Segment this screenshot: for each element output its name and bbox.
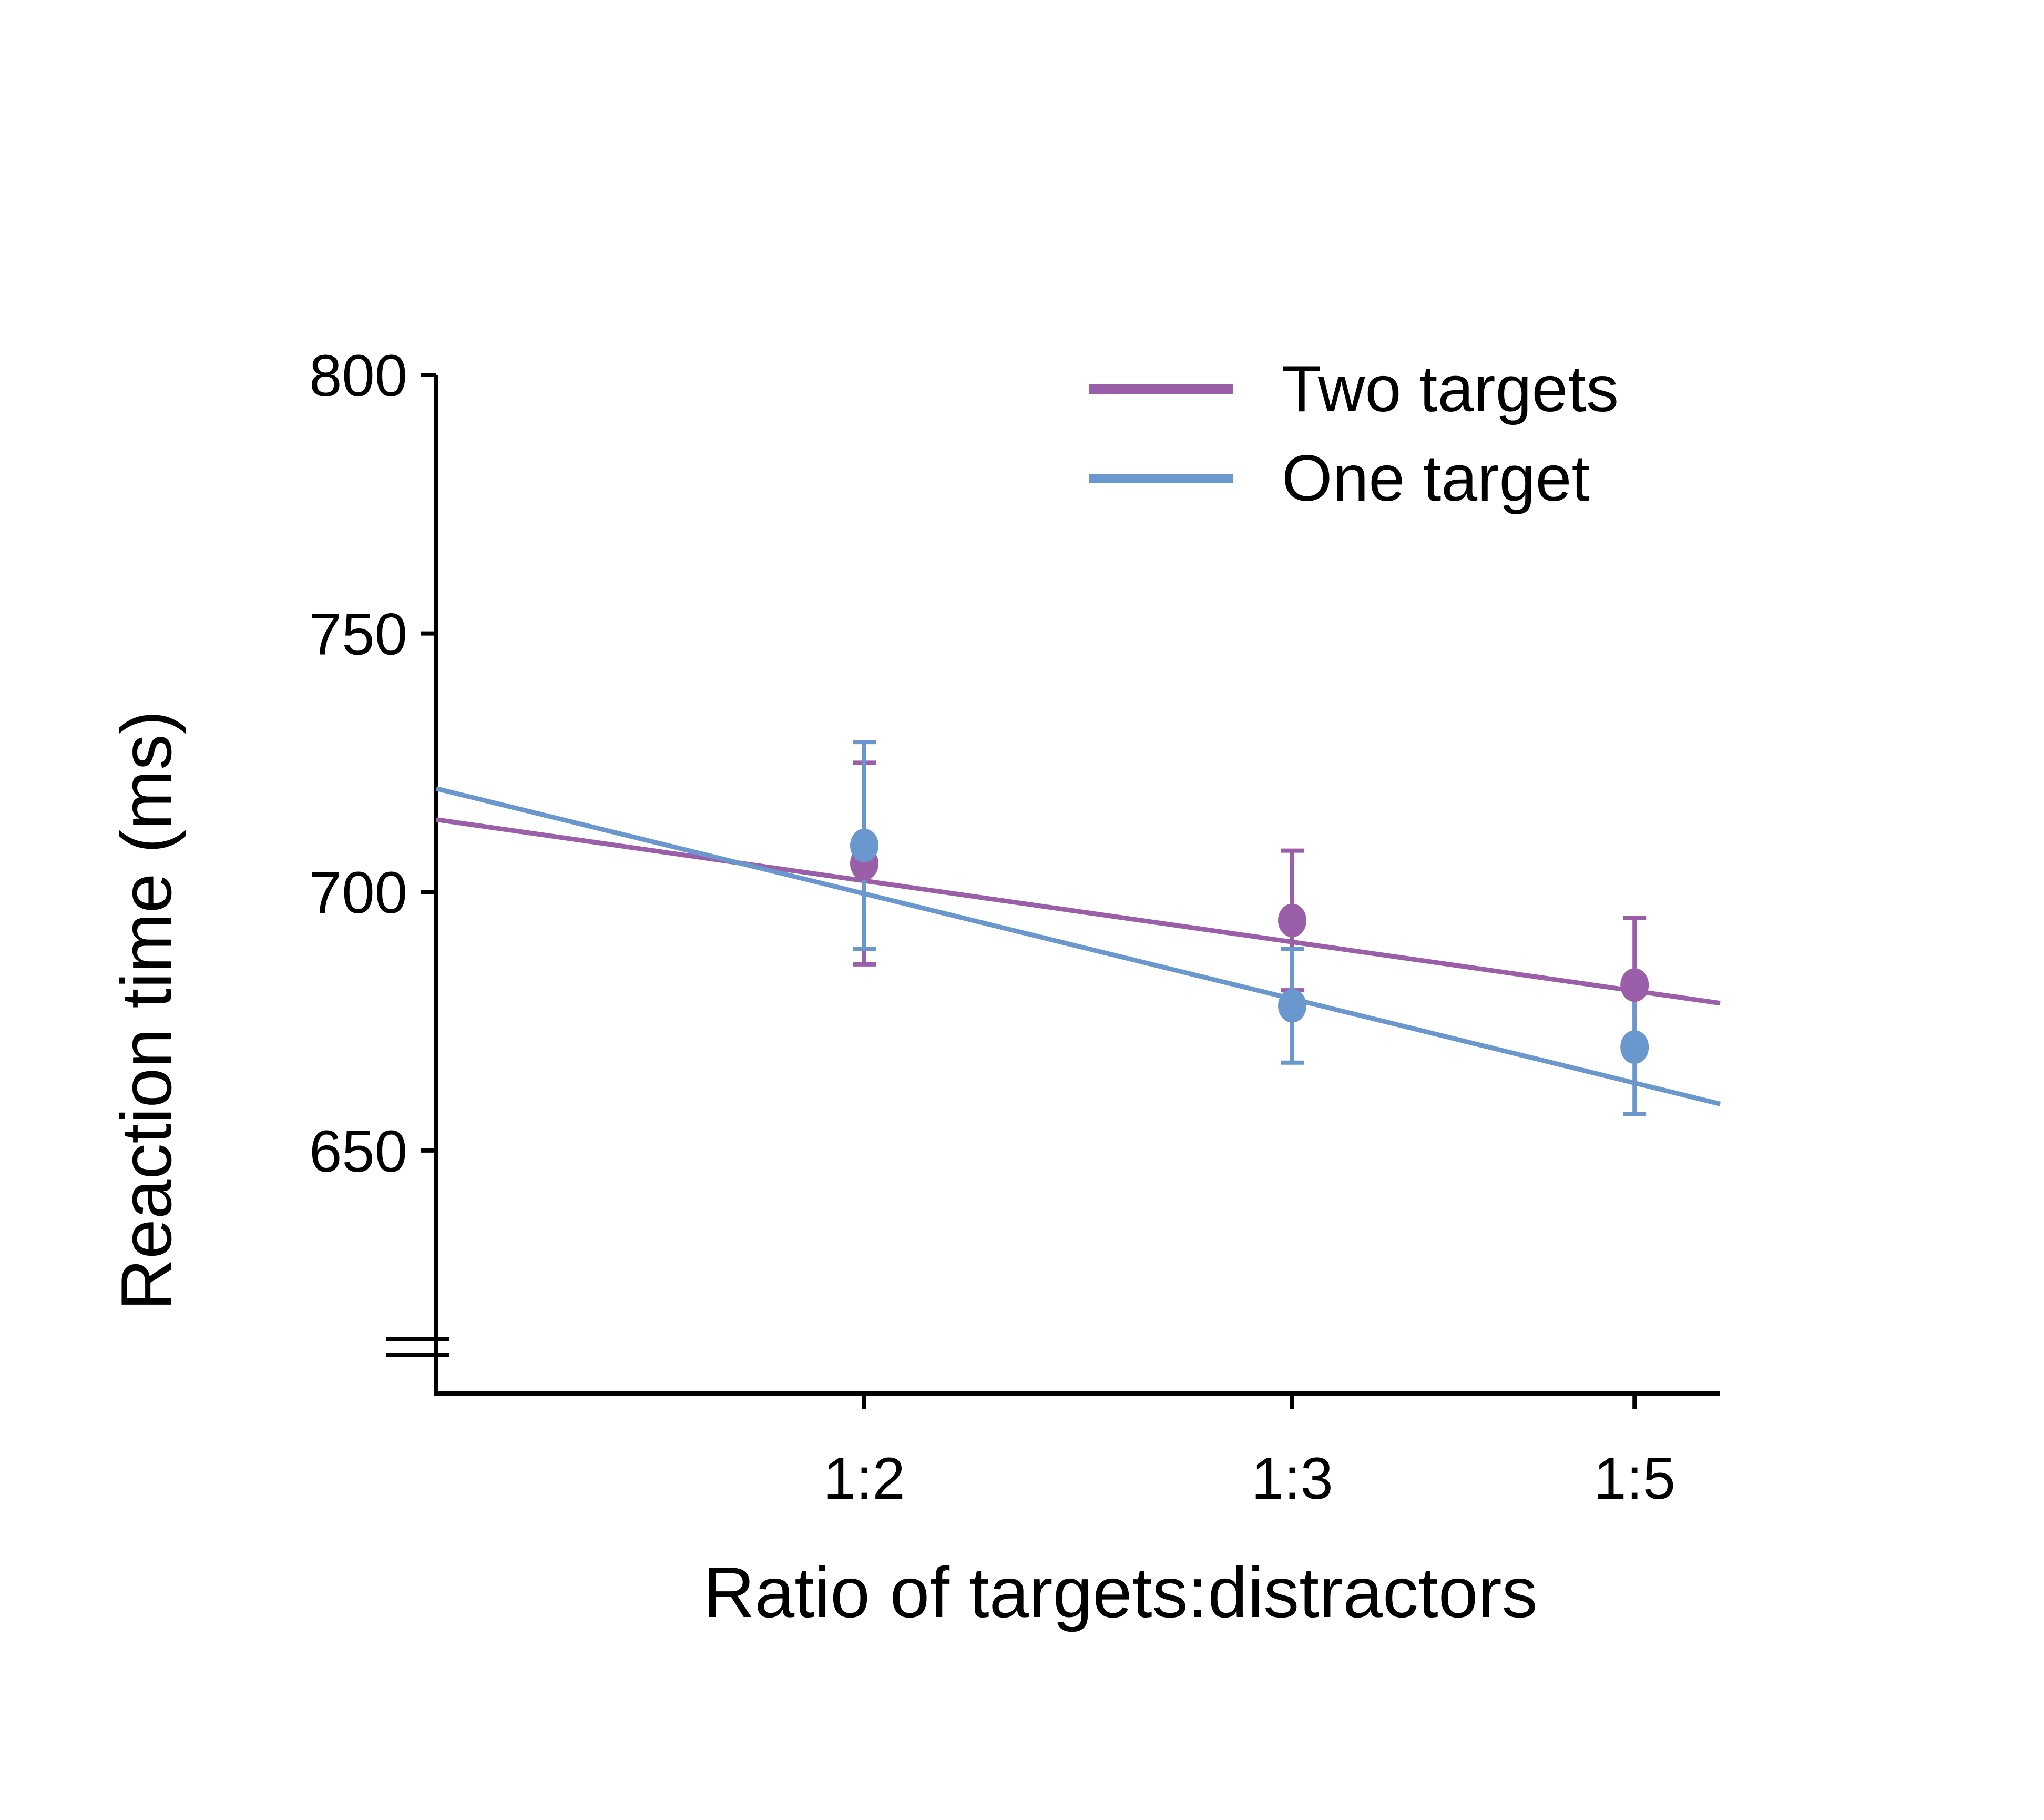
data-point <box>850 828 878 862</box>
legend: Two targets One target <box>1089 353 1619 515</box>
legend-label: One target <box>1282 442 1590 515</box>
x-tick-label: 1:3 <box>1251 1446 1333 1511</box>
fit-line <box>436 817 1721 1006</box>
fit-line <box>435 786 1721 1106</box>
x-tick-label: 1:5 <box>1593 1446 1675 1511</box>
data-point <box>1620 1030 1649 1064</box>
x-tick-label: 1:2 <box>823 1446 905 1511</box>
axes-group <box>386 375 1720 1396</box>
ticks-group: 650 700 750 800 1:2 1:3 1:5 <box>309 343 1675 1511</box>
y-tick-label: 650 <box>309 1119 407 1184</box>
x-axis-title: Ratio of targets:distractors <box>703 1552 1537 1632</box>
y-tick-label: 700 <box>309 860 407 926</box>
y-axis-title: Reaction time (ms) <box>106 710 186 1310</box>
data-point <box>1278 989 1306 1023</box>
y-tick-label: 800 <box>309 343 407 409</box>
legend-label: Two targets <box>1282 353 1619 425</box>
data-point <box>1278 903 1306 938</box>
series-group <box>435 740 1721 1117</box>
data-point <box>1620 968 1649 1002</box>
y-tick-label: 750 <box>309 602 407 667</box>
